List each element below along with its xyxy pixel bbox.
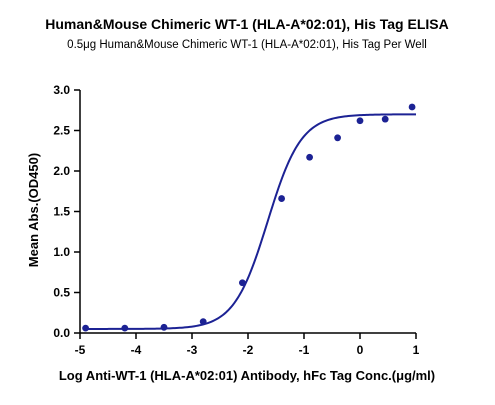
x-axis-label: Log Anti-WT-1 (HLA-A*02:01) Antibody, hF… bbox=[59, 368, 435, 383]
fit-curve-group bbox=[85, 113, 416, 330]
x-tick-label: -2 bbox=[243, 343, 254, 357]
x-tick-label: 0 bbox=[357, 343, 364, 357]
y-axis-label: Mean Abs.(OD450) bbox=[26, 153, 41, 267]
data-point bbox=[381, 115, 389, 123]
data-point bbox=[160, 323, 168, 331]
data-point bbox=[278, 195, 285, 202]
data-point bbox=[408, 103, 416, 111]
y-tick-label: 0.0 bbox=[53, 326, 70, 340]
data-point bbox=[356, 117, 364, 125]
x-tick-label: 1 bbox=[413, 343, 420, 357]
y-tick-label: 2.5 bbox=[53, 124, 70, 138]
fit-curve bbox=[85, 113, 416, 330]
chart-title: Human&Mouse Chimeric WT-1 (HLA-A*02:01),… bbox=[45, 16, 448, 32]
x-tick-label: -4 bbox=[131, 343, 142, 357]
data-point bbox=[306, 153, 313, 161]
y-tick-label: 1.0 bbox=[53, 245, 70, 259]
y-tick-label: 1.5 bbox=[53, 205, 70, 219]
data-point bbox=[239, 279, 246, 287]
data-points bbox=[82, 103, 416, 332]
y-tick-label: 3.0 bbox=[53, 83, 70, 97]
data-point bbox=[199, 318, 207, 326]
y-tick-label: 0.5 bbox=[53, 286, 70, 300]
x-tick-label: -3 bbox=[187, 343, 198, 357]
x-tick-label: -5 bbox=[75, 343, 86, 357]
axes: -5 -4 -3 -2 -1 0 1 0.0 0.5 1.0 1.5 2.0 2.5 3.0 bbox=[53, 83, 419, 357]
data-point bbox=[82, 324, 89, 332]
data-point bbox=[334, 134, 341, 142]
chart-subtitle: 0.5μg Human&Mouse Chimeric WT-1 (HLA-A*0… bbox=[67, 39, 427, 51]
data-point bbox=[121, 324, 129, 332]
y-tick-label: 2.0 bbox=[53, 164, 70, 178]
x-tick-label: -1 bbox=[299, 343, 310, 357]
